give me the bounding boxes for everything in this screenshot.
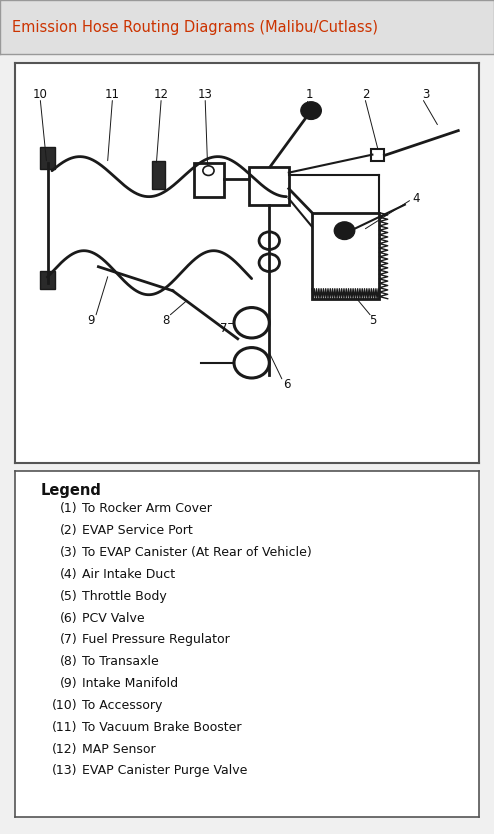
Text: 5: 5 xyxy=(369,314,376,327)
Bar xyxy=(152,161,165,188)
Bar xyxy=(371,149,384,161)
Text: (10): (10) xyxy=(52,699,78,712)
Circle shape xyxy=(259,232,280,249)
Text: (3): (3) xyxy=(60,546,78,559)
Text: 13: 13 xyxy=(198,88,212,101)
Text: (7): (7) xyxy=(60,633,78,646)
Text: Fuel Pressure Regulator: Fuel Pressure Regulator xyxy=(82,633,230,646)
Circle shape xyxy=(234,348,269,378)
Text: Throttle Body: Throttle Body xyxy=(82,590,167,603)
Text: 11: 11 xyxy=(105,88,120,101)
Circle shape xyxy=(234,308,269,338)
Text: (11): (11) xyxy=(52,721,78,734)
Text: (5): (5) xyxy=(60,590,78,603)
Text: Air Intake Duct: Air Intake Duct xyxy=(82,568,175,580)
Text: MAP Sensor: MAP Sensor xyxy=(82,742,156,756)
Circle shape xyxy=(203,166,214,175)
Text: To Transaxle: To Transaxle xyxy=(82,656,159,668)
Text: To Vacuum Brake Booster: To Vacuum Brake Booster xyxy=(82,721,242,734)
Text: (9): (9) xyxy=(60,677,78,690)
Text: Intake Manifold: Intake Manifold xyxy=(82,677,178,690)
Text: To Accessory: To Accessory xyxy=(82,699,163,712)
Circle shape xyxy=(259,254,280,272)
Circle shape xyxy=(301,102,321,119)
Text: 4: 4 xyxy=(413,192,420,205)
Text: (4): (4) xyxy=(60,568,78,580)
Text: (6): (6) xyxy=(60,611,78,625)
Text: 3: 3 xyxy=(422,88,429,101)
Text: Legend: Legend xyxy=(41,484,101,499)
Text: To EVAP Canister (At Rear of Vehicle): To EVAP Canister (At Rear of Vehicle) xyxy=(82,546,312,559)
Text: (1): (1) xyxy=(60,502,78,515)
Text: (13): (13) xyxy=(52,764,78,777)
Text: To Rocker Arm Cover: To Rocker Arm Cover xyxy=(82,502,212,515)
Text: Emission Hose Routing Diagrams (Malibu/Cutlass): Emission Hose Routing Diagrams (Malibu/C… xyxy=(12,20,378,34)
Text: 9: 9 xyxy=(88,314,95,327)
Text: 1: 1 xyxy=(306,88,313,101)
Text: 10: 10 xyxy=(33,88,48,101)
Text: (2): (2) xyxy=(60,525,78,537)
Text: 6: 6 xyxy=(283,379,290,391)
Circle shape xyxy=(334,222,355,239)
Text: 12: 12 xyxy=(154,88,168,101)
Text: EVAP Service Port: EVAP Service Port xyxy=(82,525,193,537)
Text: 7: 7 xyxy=(220,322,228,335)
Text: 2: 2 xyxy=(362,88,369,101)
Bar xyxy=(249,167,289,204)
Bar xyxy=(41,147,55,168)
Bar xyxy=(41,271,55,289)
Text: 8: 8 xyxy=(162,314,169,327)
Text: (12): (12) xyxy=(52,742,78,756)
Text: PCV Valve: PCV Valve xyxy=(82,611,145,625)
Text: (8): (8) xyxy=(60,656,78,668)
Text: EVAP Canister Purge Valve: EVAP Canister Purge Valve xyxy=(82,764,247,777)
Bar xyxy=(194,163,224,197)
Bar xyxy=(312,213,379,299)
